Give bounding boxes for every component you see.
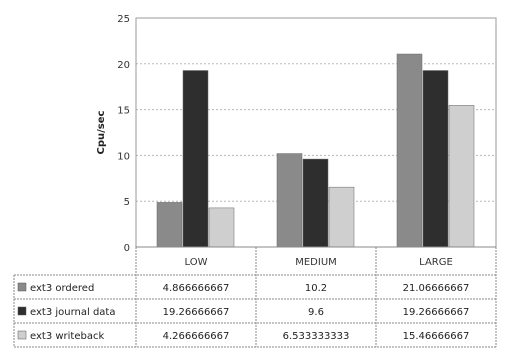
data-label: 6.533333333 xyxy=(283,331,350,342)
bars xyxy=(156,53,475,248)
legend-swatch xyxy=(17,330,27,340)
legend-swatch xyxy=(17,306,27,316)
bar-0-0 xyxy=(156,202,183,248)
data-label: 9.6 xyxy=(308,307,324,318)
bar-2-0 xyxy=(208,207,235,248)
legend-label: ext3 journal data xyxy=(30,307,115,318)
bar-1-2 xyxy=(422,70,449,248)
bar-0-2 xyxy=(396,53,423,248)
y-tick-labels: 0 5 10 15 20 25 xyxy=(117,14,130,254)
y-axis-label: Cpu/sec xyxy=(96,110,107,154)
y-tick-label: 5 xyxy=(124,197,130,208)
legend-label: ext3 ordered xyxy=(30,283,94,294)
bar-1-1 xyxy=(302,158,329,248)
data-label: 19.26666667 xyxy=(163,307,230,318)
data-label: 15.46666667 xyxy=(403,331,470,342)
y-tick-label: 15 xyxy=(117,106,130,117)
data-label: 10.2 xyxy=(305,283,327,294)
y-tick-label: 20 xyxy=(117,60,130,71)
bar-0-1 xyxy=(276,153,303,248)
y-tick-label: 0 xyxy=(124,243,130,254)
bar-2-2 xyxy=(448,105,475,248)
data-label: 4.866666667 xyxy=(163,283,230,294)
category-label: LOW xyxy=(185,257,208,268)
y-tick-label: 10 xyxy=(117,151,130,162)
data-label: 19.26666667 xyxy=(403,307,470,318)
data-label: 4.266666667 xyxy=(163,331,230,342)
bar-1-0 xyxy=(182,70,209,248)
data-label: 21.06666667 xyxy=(403,283,470,294)
bar-2-1 xyxy=(328,186,355,248)
legend-label: ext3 writeback xyxy=(30,331,104,342)
legend-swatch xyxy=(17,282,27,292)
category-label: MEDIUM xyxy=(295,257,337,268)
category-label: LARGE xyxy=(419,257,453,268)
data-table: LOW MEDIUM LARGE ext3 ordered 4.866666667 10.… xyxy=(13,246,497,348)
y-tick-label: 25 xyxy=(117,14,130,25)
